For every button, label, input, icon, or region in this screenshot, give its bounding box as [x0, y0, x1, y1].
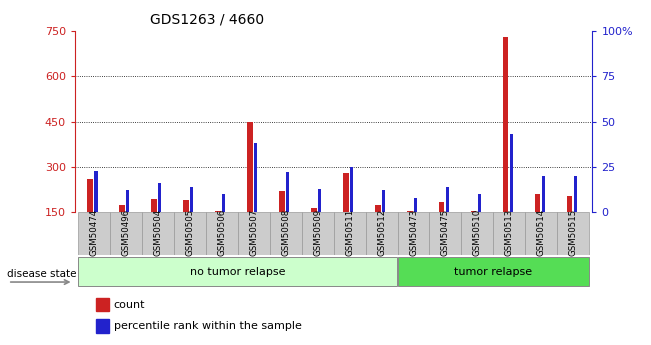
Bar — [215, 211, 221, 212]
Bar — [446, 187, 449, 212]
Text: GDS1263 / 4660: GDS1263 / 4660 — [150, 12, 264, 26]
Bar — [503, 37, 508, 212]
Bar — [534, 194, 540, 212]
Bar — [318, 189, 321, 212]
Bar — [566, 196, 572, 212]
Text: tumor relapse: tumor relapse — [454, 267, 533, 277]
Text: GSM50515: GSM50515 — [569, 209, 577, 256]
Bar — [247, 122, 253, 212]
Bar — [334, 212, 366, 255]
Text: GSM50513: GSM50513 — [505, 209, 514, 256]
Bar — [574, 176, 577, 212]
Bar — [407, 211, 413, 212]
Bar — [126, 190, 130, 212]
Bar — [462, 212, 493, 255]
Bar — [478, 194, 481, 212]
Text: GSM50505: GSM50505 — [186, 209, 195, 256]
Bar — [350, 167, 353, 212]
Bar — [398, 257, 589, 286]
Bar — [301, 212, 333, 255]
Bar — [110, 212, 142, 255]
Bar — [542, 176, 545, 212]
Text: GSM50511: GSM50511 — [345, 209, 354, 256]
Bar — [311, 208, 316, 212]
Text: GSM50510: GSM50510 — [473, 209, 482, 256]
Bar — [343, 173, 349, 212]
Text: GSM50473: GSM50473 — [409, 209, 418, 256]
Bar — [286, 172, 289, 212]
Bar — [87, 179, 93, 212]
Bar — [270, 212, 301, 255]
Bar — [254, 144, 257, 212]
Bar — [183, 200, 189, 212]
Bar — [78, 212, 110, 255]
Text: count: count — [114, 299, 145, 309]
Bar — [206, 212, 238, 255]
Bar — [190, 187, 193, 212]
Bar — [382, 190, 385, 212]
Bar — [510, 134, 513, 212]
Bar — [439, 201, 445, 212]
Bar — [238, 212, 270, 255]
Text: GSM50504: GSM50504 — [154, 209, 163, 256]
Text: disease state: disease state — [7, 269, 76, 279]
Text: GSM50509: GSM50509 — [313, 209, 322, 256]
Bar — [78, 257, 397, 286]
Bar — [222, 194, 225, 212]
Bar — [94, 170, 98, 212]
Text: GSM50496: GSM50496 — [122, 209, 130, 256]
Text: GSM50474: GSM50474 — [90, 209, 98, 256]
Text: GSM50507: GSM50507 — [249, 209, 258, 256]
Bar — [557, 212, 589, 255]
Bar — [430, 212, 462, 255]
Text: GSM50514: GSM50514 — [537, 209, 546, 256]
Bar — [96, 319, 109, 333]
Bar — [398, 212, 430, 255]
Text: percentile rank within the sample: percentile rank within the sample — [114, 321, 301, 331]
Bar — [471, 211, 477, 212]
Text: GSM50512: GSM50512 — [377, 209, 386, 256]
Text: no tumor relapse: no tumor relapse — [190, 267, 286, 277]
Bar — [493, 212, 525, 255]
Bar — [96, 298, 109, 311]
Bar — [279, 191, 284, 212]
Text: GSM50508: GSM50508 — [281, 209, 290, 256]
Bar — [142, 212, 174, 255]
Bar — [158, 183, 161, 212]
Text: GSM50506: GSM50506 — [217, 209, 227, 256]
Bar — [174, 212, 206, 255]
Bar — [375, 205, 381, 212]
Bar — [151, 199, 157, 212]
Bar — [119, 205, 125, 212]
Bar — [525, 212, 557, 255]
Text: GSM50475: GSM50475 — [441, 209, 450, 256]
Bar — [366, 212, 398, 255]
Bar — [414, 198, 417, 212]
